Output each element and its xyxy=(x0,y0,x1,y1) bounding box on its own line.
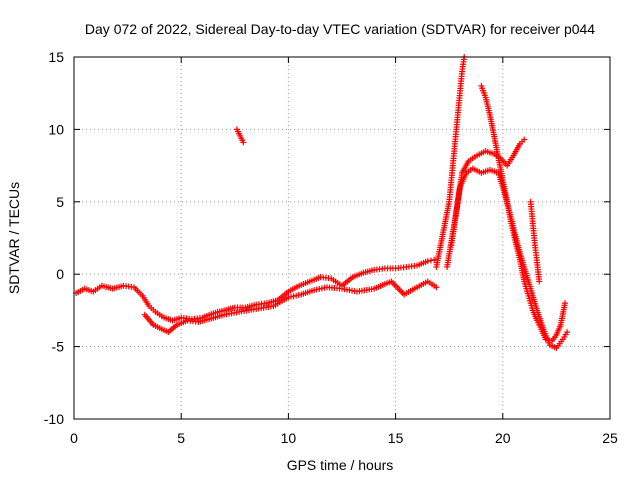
y-tick-label: -5 xyxy=(52,339,65,355)
y-tick-label: 15 xyxy=(48,49,64,65)
data-point xyxy=(521,136,528,143)
y-tick-label: -10 xyxy=(44,411,64,427)
data-point xyxy=(561,300,568,307)
x-tick-label: 25 xyxy=(602,430,618,446)
plot-frame xyxy=(73,56,611,420)
x-tick-label: 0 xyxy=(70,430,78,446)
y-tick-label: 0 xyxy=(56,266,64,282)
x-tick-label: 5 xyxy=(177,430,185,446)
series-peak-fall xyxy=(478,82,568,344)
data-point-interp xyxy=(427,257,434,264)
y-tick-label: 5 xyxy=(56,194,64,210)
data-point xyxy=(240,139,247,146)
series-lower-trace xyxy=(141,278,440,336)
series-small-segment xyxy=(233,126,247,146)
series-upper-loop xyxy=(448,136,528,249)
series-spike-21 xyxy=(527,198,543,285)
axis-ticks: 0 5 10 15 20 25 -10 -5 0 5 10 15 xyxy=(44,49,618,446)
series-main-trace xyxy=(73,256,438,324)
y-axis-label: SDTVAR / TECUs xyxy=(6,182,22,294)
y-tick-label: 10 xyxy=(48,121,64,137)
data-point xyxy=(564,329,571,336)
data-point xyxy=(536,278,543,285)
x-tick-label: 10 xyxy=(281,430,297,446)
x-axis-label: GPS time / hours xyxy=(287,457,394,473)
data-point xyxy=(424,258,431,265)
data-point xyxy=(431,256,438,263)
grid xyxy=(74,57,610,419)
series-peak-rise xyxy=(433,54,468,270)
data-points xyxy=(73,54,571,352)
chart-title: Day 072 of 2022, Sidereal Day-to-day VTE… xyxy=(85,21,595,37)
x-tick-label: 15 xyxy=(388,430,404,446)
data-point xyxy=(433,284,440,291)
x-tick-label: 20 xyxy=(495,430,511,446)
